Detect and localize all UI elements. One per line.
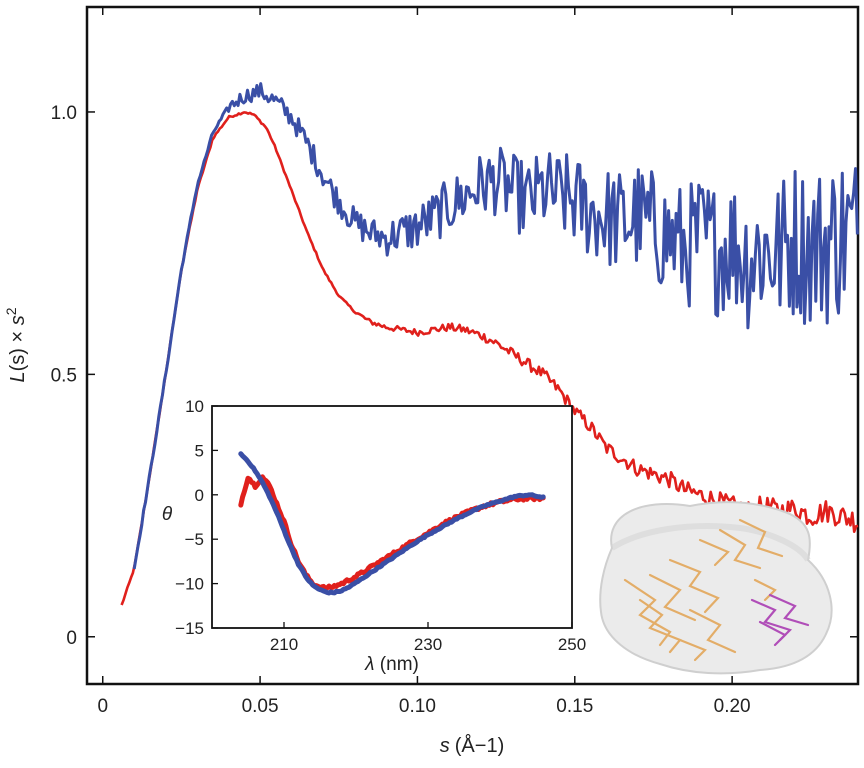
main-x-tick-label: 0 [97,696,108,717]
inset-y-tick-label: −5 [185,530,204,549]
main-y-axis-s: s [7,315,29,325]
main-x-tick-label: 0.10 [399,696,436,717]
main-y-tick-label: 1.0 [51,103,77,124]
main-x-ticks: 0 0.05 0.10 0.15 0.20 [97,7,751,717]
main-x-axis-symbol: s [440,735,450,757]
main-x-tick-label: 0.20 [714,696,751,717]
inset-y-tick-label: −15 [175,619,204,638]
inset-y-tick-label: −10 [175,575,204,594]
inset-x-axis-unit: (nm) [375,654,419,675]
main-plot-frame [85,5,860,686]
inset-x-axis-symbol: λ [364,654,374,675]
main-x-axis-unit: (Å−1) [455,734,504,757]
inset-y-ticks: 10 5 0 −5 −10 −15 [175,397,218,638]
inset-x-axis-label: λ (nm) [364,654,419,675]
main-y-axis-times: × [7,325,29,348]
inset-series-line-blue [238,451,546,596]
inset-plot-background [212,406,572,628]
inset-x-ticks: 210 230 250 [270,622,586,654]
protein-envelope-icon [599,501,833,675]
main-x-axis-label: s (Å−1) [440,734,504,757]
main-y-axis-main: L [7,371,29,382]
main-x-tick-label: 0.15 [556,696,593,717]
main-y-tick-label: 0.5 [51,365,77,386]
main-y-tick-label: 0 [66,628,77,649]
main-series-line-blue [132,82,859,570]
inset-x-tick-label: 250 [558,635,586,654]
main-y-axis-exp: 2 [3,307,19,315]
inset-y-tick-label: 5 [195,441,204,460]
inset-y-tick-label: 0 [195,486,204,505]
main-y-axis-label: L(s) × s2 [3,307,29,382]
main-y-axis-arg: (s) [7,348,29,371]
inset-y-axis-label: θ [162,504,173,525]
inset-x-tick-label: 230 [414,635,442,654]
main-y-ticks: 0 0.5 1.0 [51,103,858,649]
main-x-tick-label: 0.05 [242,696,279,717]
inset-plot-frame [211,405,573,629]
inset-series [238,451,546,596]
inset-chart: 210 230 250 10 5 0 −5 −10 −15 λ (nm) θ [162,397,586,675]
inset-x-tick-label: 210 [270,635,298,654]
inset-y-tick-label: 10 [185,397,204,416]
